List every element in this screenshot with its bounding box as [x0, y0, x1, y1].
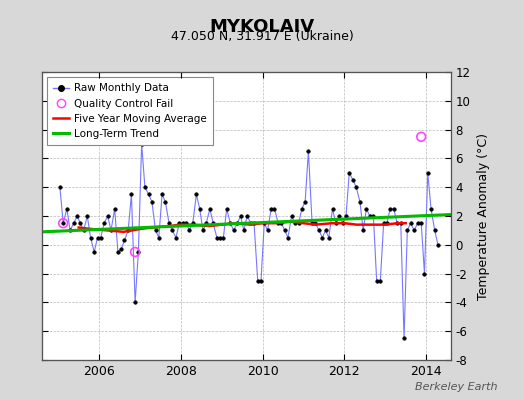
Text: 47.050 N, 31.917 E (Ukraine): 47.050 N, 31.917 E (Ukraine) [171, 30, 353, 43]
Y-axis label: Temperature Anomaly (°C): Temperature Anomaly (°C) [477, 132, 490, 300]
Text: MYKOLAIV: MYKOLAIV [210, 18, 314, 36]
Text: Berkeley Earth: Berkeley Earth [416, 382, 498, 392]
Point [131, 249, 139, 255]
Point [417, 134, 425, 140]
Legend: Raw Monthly Data, Quality Control Fail, Five Year Moving Average, Long-Term Tren: Raw Monthly Data, Quality Control Fail, … [47, 77, 213, 145]
Point [59, 220, 68, 226]
